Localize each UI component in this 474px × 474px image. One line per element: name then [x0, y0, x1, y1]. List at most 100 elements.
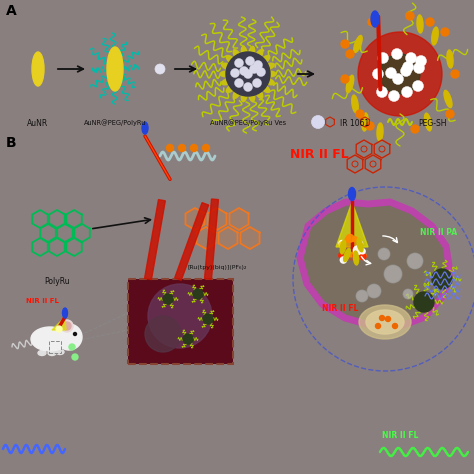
- Circle shape: [339, 240, 345, 246]
- Polygon shape: [219, 227, 237, 249]
- Polygon shape: [300, 202, 450, 327]
- Ellipse shape: [253, 84, 263, 99]
- Circle shape: [451, 70, 459, 78]
- Circle shape: [385, 317, 391, 321]
- Circle shape: [254, 61, 263, 70]
- Circle shape: [401, 65, 411, 76]
- Circle shape: [349, 252, 353, 257]
- Circle shape: [342, 240, 362, 260]
- Circle shape: [358, 252, 366, 259]
- FancyArrow shape: [175, 202, 209, 280]
- Circle shape: [61, 320, 73, 332]
- Circle shape: [73, 332, 76, 336]
- Circle shape: [345, 238, 349, 242]
- Circle shape: [402, 62, 413, 73]
- Circle shape: [341, 75, 349, 83]
- Ellipse shape: [142, 122, 148, 134]
- Ellipse shape: [63, 308, 67, 318]
- Circle shape: [366, 122, 374, 130]
- Circle shape: [339, 242, 345, 248]
- Ellipse shape: [259, 77, 274, 85]
- Circle shape: [166, 145, 173, 152]
- Circle shape: [179, 145, 185, 152]
- Circle shape: [356, 290, 368, 302]
- Circle shape: [384, 265, 402, 283]
- Ellipse shape: [222, 77, 237, 85]
- Ellipse shape: [359, 305, 411, 339]
- Circle shape: [380, 54, 420, 94]
- Text: PolyRu: PolyRu: [44, 277, 70, 286]
- Circle shape: [392, 323, 398, 328]
- Circle shape: [406, 12, 414, 20]
- Circle shape: [352, 237, 357, 242]
- Ellipse shape: [38, 350, 46, 356]
- Text: [Ru(tpy)(biq)](PF₆)₂: [Ru(tpy)(biq)](PF₆)₂: [187, 265, 246, 270]
- Circle shape: [63, 322, 71, 330]
- Text: AuNR@PEG/PolyRu: AuNR@PEG/PolyRu: [84, 119, 146, 126]
- Ellipse shape: [233, 84, 243, 99]
- Circle shape: [358, 241, 363, 246]
- Circle shape: [235, 79, 244, 88]
- Circle shape: [426, 18, 434, 26]
- Circle shape: [355, 249, 361, 255]
- Circle shape: [346, 50, 354, 58]
- Circle shape: [367, 284, 381, 298]
- Circle shape: [193, 289, 203, 299]
- Circle shape: [163, 294, 173, 304]
- Ellipse shape: [344, 248, 350, 262]
- Circle shape: [412, 81, 423, 91]
- Circle shape: [411, 125, 419, 133]
- Ellipse shape: [107, 47, 123, 91]
- Ellipse shape: [48, 350, 56, 356]
- Circle shape: [392, 73, 403, 84]
- Ellipse shape: [257, 81, 270, 92]
- Circle shape: [358, 251, 364, 257]
- Circle shape: [69, 344, 75, 350]
- Ellipse shape: [340, 240, 346, 254]
- Circle shape: [368, 18, 376, 26]
- Ellipse shape: [444, 91, 452, 108]
- Polygon shape: [336, 202, 368, 247]
- Text: PEG-SH: PEG-SH: [418, 119, 447, 128]
- Circle shape: [56, 326, 62, 332]
- Circle shape: [253, 79, 262, 88]
- Circle shape: [360, 253, 366, 260]
- Polygon shape: [208, 208, 227, 230]
- Circle shape: [385, 67, 396, 79]
- Circle shape: [183, 334, 193, 344]
- Ellipse shape: [371, 11, 379, 27]
- Text: NIR II FL: NIR II FL: [382, 431, 419, 440]
- Ellipse shape: [248, 86, 255, 101]
- Text: A: A: [6, 4, 17, 18]
- FancyArrow shape: [145, 200, 165, 280]
- Circle shape: [403, 289, 413, 299]
- Circle shape: [246, 56, 255, 65]
- Circle shape: [380, 316, 384, 320]
- Circle shape: [392, 48, 402, 60]
- Ellipse shape: [241, 86, 248, 101]
- Circle shape: [358, 32, 442, 116]
- Circle shape: [376, 86, 388, 98]
- Text: AuNR@PEG/PolyRu Ves: AuNR@PEG/PolyRu Ves: [210, 119, 286, 126]
- Ellipse shape: [241, 46, 248, 62]
- Ellipse shape: [259, 63, 274, 71]
- Ellipse shape: [233, 50, 243, 64]
- Polygon shape: [240, 227, 260, 249]
- Circle shape: [148, 284, 212, 348]
- Text: IR 1061: IR 1061: [340, 119, 369, 128]
- Polygon shape: [185, 208, 204, 230]
- Circle shape: [56, 324, 82, 350]
- Circle shape: [432, 269, 452, 289]
- Ellipse shape: [362, 113, 368, 131]
- FancyBboxPatch shape: [128, 279, 233, 364]
- Ellipse shape: [220, 71, 236, 77]
- Ellipse shape: [354, 36, 362, 53]
- Circle shape: [341, 40, 349, 48]
- Text: NIR II FL: NIR II FL: [290, 147, 349, 161]
- Circle shape: [354, 249, 358, 253]
- Circle shape: [256, 67, 265, 76]
- Circle shape: [405, 53, 417, 64]
- Ellipse shape: [56, 349, 64, 355]
- Circle shape: [239, 66, 248, 75]
- Text: AuNR: AuNR: [27, 119, 49, 128]
